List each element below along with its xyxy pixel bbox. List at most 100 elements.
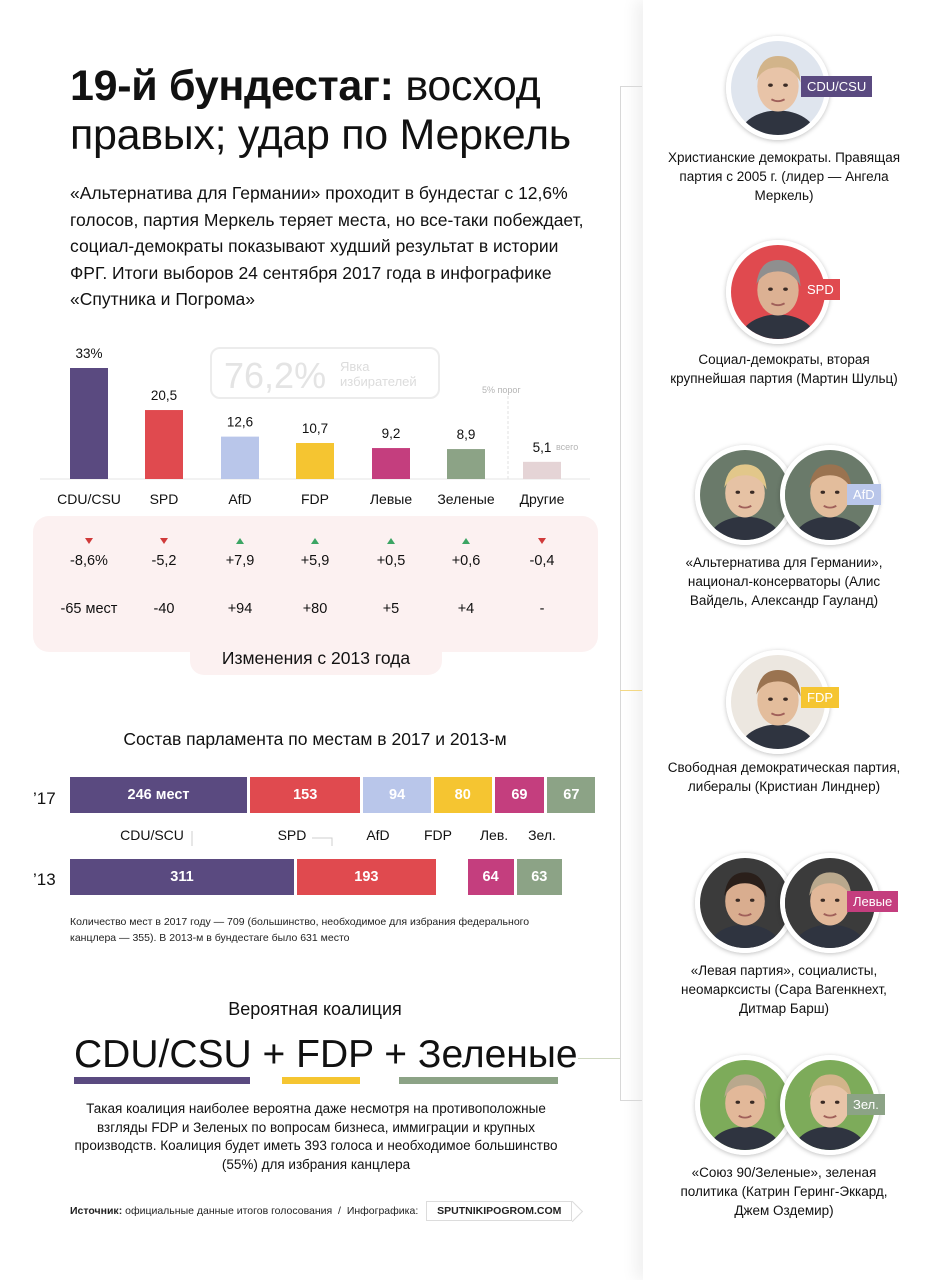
- bar-2: [221, 436, 259, 479]
- portrait-icon: [700, 858, 790, 948]
- seats-2013-segment: 311: [70, 859, 294, 895]
- portrait-icon: [700, 450, 790, 540]
- seats-connectors: [191, 831, 333, 846]
- party-badge: SPD: [801, 279, 840, 300]
- coalition-formula: CDU/CSU + FDP + Зеленые: [74, 1033, 578, 1077]
- bar-value-label: 5,1: [533, 440, 552, 455]
- coalition-text: Такая коалиция наиболее вероятна даже не…: [74, 1101, 558, 1172]
- footer: Источник: официальные данные итогов голо…: [70, 1201, 573, 1221]
- seats-party-label: CDU/SCU: [120, 827, 184, 843]
- arrow-up-icon: [311, 538, 319, 544]
- bar-4: [372, 448, 410, 479]
- cdu-underline: [74, 1077, 250, 1084]
- arrow-down-icon: [538, 538, 546, 544]
- party-leaders-panel: [643, 0, 925, 1280]
- seats-party-label: Зел.: [528, 827, 556, 843]
- party-description: Христианские демократы. Правящая партия …: [667, 150, 901, 203]
- change-seats: +94: [227, 601, 253, 617]
- party-description: «Левая партия», социалисты, неомарксисты…: [681, 963, 887, 1016]
- bar-value-label: 12,6: [227, 415, 253, 430]
- coalition-plus: +: [262, 1033, 286, 1076]
- bracket-vertical-line: [620, 86, 621, 1100]
- bracket-top-tick: [620, 86, 642, 87]
- seats-2017-segment: 246 мест: [70, 777, 248, 813]
- bar-0: [70, 368, 108, 479]
- portrait-icon: [731, 41, 825, 135]
- changes-panel: -8,6% -65 мест -5,2 -40 +7,9 +94 +5,9 +80 +0,5 +5…: [33, 516, 598, 652]
- leader-portrait: [780, 445, 880, 545]
- threshold-label: 5% порог: [482, 385, 521, 395]
- change-percent: -8,6%: [70, 553, 108, 569]
- party-badge: FDP: [801, 687, 839, 708]
- title-bold: 19-й бундестаг:: [70, 62, 394, 110]
- arrow-up-icon: [236, 538, 244, 544]
- change-seats: +5: [382, 601, 400, 617]
- source-text: официальные данные итогов голосования: [122, 1205, 333, 1217]
- coalition-plus: +: [384, 1033, 408, 1076]
- change-seats: +80: [302, 601, 328, 617]
- seats-title: Состав парламента по местам в 2017 и 201…: [123, 729, 507, 749]
- portrait-icon: [785, 450, 875, 540]
- change-percent: -5,2: [151, 553, 177, 569]
- bar-6: [523, 461, 561, 479]
- seats-2013-segment: 193: [296, 859, 436, 895]
- bracket-middle-tick: [620, 690, 642, 691]
- seats-party-label: Лев.: [479, 827, 509, 843]
- leader-portrait: [695, 853, 795, 953]
- category-label: Зеленые: [437, 491, 495, 507]
- coalition-connector: [578, 1058, 620, 1059]
- party-description: «Союз 90/Зеленые», зеленая политика (Кат…: [680, 1165, 888, 1218]
- coalition-party-cdu: CDU/CSU: [74, 1033, 252, 1076]
- category-label: AfD: [228, 491, 251, 507]
- footer-separator: /: [332, 1205, 347, 1217]
- turnout-value: 76,2%: [224, 355, 327, 396]
- seats-2017-segment: 153: [250, 777, 361, 813]
- party-badge: Левые: [847, 891, 899, 912]
- year-2017-label: ’17: [33, 789, 56, 808]
- page-title: 19-й бундестаг: восход правых; удар по М…: [70, 62, 630, 160]
- party-description: Свободная демократическая партия, либера…: [667, 760, 901, 794]
- bracket-bottom-tick: [620, 1100, 642, 1101]
- seats-2017-segment: 67: [547, 777, 596, 813]
- turnout-box: 76,2% Явка избирателей: [210, 347, 440, 399]
- source-label: Источник:: [70, 1205, 123, 1217]
- bar-1: [145, 410, 183, 479]
- results-bar-chart: 5% порог 33% CDU/CSU 20,5 SPD 12,6 AfD 10,7 FDP 9…: [40, 346, 590, 507]
- category-label: CDU/CSU: [57, 491, 121, 507]
- title-rest: восход правых; удар по Меркель: [70, 62, 571, 159]
- changes-title: Изменения с 2013 года: [190, 640, 442, 675]
- fdp-underline: [282, 1077, 360, 1084]
- bar-value-label: 33%: [75, 346, 102, 361]
- change-percent: +7,9: [225, 553, 255, 569]
- coalition-party-green: Зеленые: [417, 1033, 578, 1076]
- bar-value-label: 8,9: [457, 427, 476, 442]
- party-description: Социал-демократы, вторая крупнейшая парт…: [670, 352, 898, 386]
- seats-2017-segment: 94: [363, 777, 431, 813]
- category-label: Левые: [370, 491, 412, 507]
- seats-2013-segment: 63: [516, 859, 562, 895]
- coalition-party-fdp: FDP: [296, 1033, 374, 1076]
- infographic-label: Инфографика:: [346, 1205, 419, 1217]
- seats-note: Количество мест в 2017 году — 709 (больш…: [70, 916, 530, 944]
- category-label: SPD: [150, 491, 179, 507]
- change-seats: +4: [457, 601, 475, 617]
- turnout-label: Явка избирателей: [340, 359, 417, 389]
- change-percent: +5,9: [300, 553, 330, 569]
- others-note: всего: [556, 442, 578, 452]
- seats-party-label: SPD: [277, 827, 307, 843]
- bar-5: [447, 449, 485, 479]
- site-badge-link[interactable]: SPUTNIKIPOGROM.COM: [426, 1201, 573, 1221]
- change-seats: -40: [153, 601, 175, 617]
- change-percent: +0,5: [376, 553, 406, 569]
- bar-value-label: 10,7: [302, 421, 328, 436]
- bar-3: [296, 443, 334, 479]
- seats-2017-segment: 80: [433, 777, 492, 813]
- spd-connector-line: [312, 837, 333, 846]
- seats-party-label: FDP: [424, 827, 452, 843]
- seats-2013-segment: 64: [467, 859, 514, 895]
- bar-value-label: 20,5: [151, 388, 177, 403]
- year-2013-label: ’13: [33, 870, 56, 889]
- lead-paragraph: «Альтернатива для Германии» проходит в б…: [70, 183, 584, 309]
- seats-2017-segment: 69: [494, 777, 545, 813]
- change-percent: -0,4: [529, 553, 555, 569]
